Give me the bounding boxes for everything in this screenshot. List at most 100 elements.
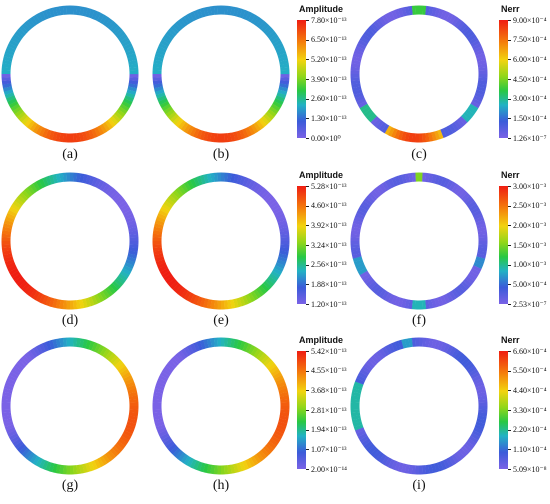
ring-segment [126, 421, 137, 428]
ring-segment [270, 203, 281, 212]
ring-segment [472, 374, 482, 382]
ring-segment [12, 33, 22, 42]
ring-segment [125, 424, 136, 431]
ring-segment [167, 278, 177, 287]
ring-segment [384, 344, 393, 355]
ring-segment [277, 52, 288, 59]
ring-segment [465, 362, 475, 372]
ring-segment [357, 206, 368, 215]
ring-segment [242, 10, 250, 20]
ring-segment [192, 128, 200, 138]
ring-segment [278, 223, 289, 229]
ring-segment [278, 388, 289, 394]
ring-segment [448, 290, 457, 301]
ring-segment [255, 185, 265, 195]
colorbar-tick-label: 1.50×10⁻³ [513, 240, 547, 250]
ring-segment [370, 22, 380, 32]
ring-segment [451, 454, 460, 464]
ring-segment [170, 192, 180, 202]
ring-segment [91, 128, 98, 139]
colorbar-tick [508, 449, 511, 451]
ring-segment [88, 296, 95, 307]
ring-segment [440, 460, 447, 471]
ring-segment [440, 10, 448, 20]
ring-segment [230, 132, 236, 142]
ring-segment [456, 20, 465, 30]
ring-segment [258, 20, 267, 30]
ring-segment [159, 39, 170, 48]
ring-plot-g [1, 337, 139, 475]
ring-segment [155, 92, 166, 99]
ring-segment [276, 424, 287, 431]
ring-segment [114, 28, 124, 37]
ring-segment [253, 289, 262, 299]
ring-segment [458, 355, 468, 365]
ring-segment [125, 49, 136, 56]
ring-segment [378, 122, 387, 132]
ring-segment [467, 33, 477, 42]
ring-segment [172, 282, 182, 292]
ring-segment [4, 49, 15, 56]
ring-segment [121, 432, 132, 441]
ring-segment [236, 297, 243, 308]
ring-segment [461, 192, 471, 202]
ring-segment [199, 339, 206, 350]
ring-segment [102, 122, 111, 132]
ring-segment [85, 130, 92, 141]
colorbar-tick-label: 4.50×10⁻⁴ [513, 74, 547, 84]
ring-segment [474, 216, 485, 223]
colorbar-tick-label: 3.24×10⁻¹³ [311, 240, 347, 250]
ring-segment [161, 36, 172, 45]
ring-segment [48, 174, 55, 185]
ring-segment [397, 130, 404, 141]
ring-segment [255, 287, 265, 297]
ring-segment [153, 250, 163, 256]
ring-segment [387, 11, 395, 21]
ring-segment [233, 463, 239, 474]
ring-segment [428, 338, 434, 348]
colorbar-tick [306, 118, 309, 120]
ring-segment [394, 129, 401, 140]
ring-segment [445, 125, 454, 136]
ring-segment [121, 267, 132, 276]
ring-segment [448, 346, 457, 357]
ring-segment [196, 296, 203, 307]
ring-segment [16, 195, 26, 204]
ring-segment [373, 352, 382, 362]
ring-segment [250, 123, 259, 134]
ring-segment [467, 106, 477, 115]
ring-segment [12, 273, 22, 282]
ring-segment [158, 265, 168, 273]
ring-segment [126, 384, 137, 391]
ring-segment [163, 438, 173, 447]
ring-segment [169, 445, 179, 455]
ring-segment [394, 461, 401, 472]
ring-segment [161, 270, 172, 279]
ring-segment [387, 178, 395, 188]
ring-segment [269, 200, 279, 209]
ring-segment [183, 346, 192, 357]
ring-segment [262, 445, 272, 455]
ring-segment [443, 294, 451, 304]
ring-segment [239, 296, 246, 307]
ring-segment [467, 438, 477, 447]
ring-segment [477, 226, 487, 232]
ring-segment [367, 280, 377, 290]
ring-segment [109, 283, 119, 293]
ring-segment [272, 100, 283, 109]
ring-segment [476, 253, 487, 259]
ring-segment [278, 56, 289, 62]
ring-segment [26, 185, 36, 195]
ring-segment [394, 340, 401, 351]
ring-segment [269, 365, 279, 374]
ring-segment [394, 8, 401, 19]
ring-plot-i [350, 337, 488, 475]
ring-segment [477, 83, 487, 89]
ring-segment [4, 424, 15, 431]
ring-segment [468, 203, 479, 212]
ring-segment [2, 86, 13, 92]
colorbar-tick-label: 1.07×10⁻¹³ [311, 444, 347, 454]
ring-segment [153, 253, 164, 259]
ring-segment [431, 463, 437, 474]
ring-segment [460, 113, 470, 123]
